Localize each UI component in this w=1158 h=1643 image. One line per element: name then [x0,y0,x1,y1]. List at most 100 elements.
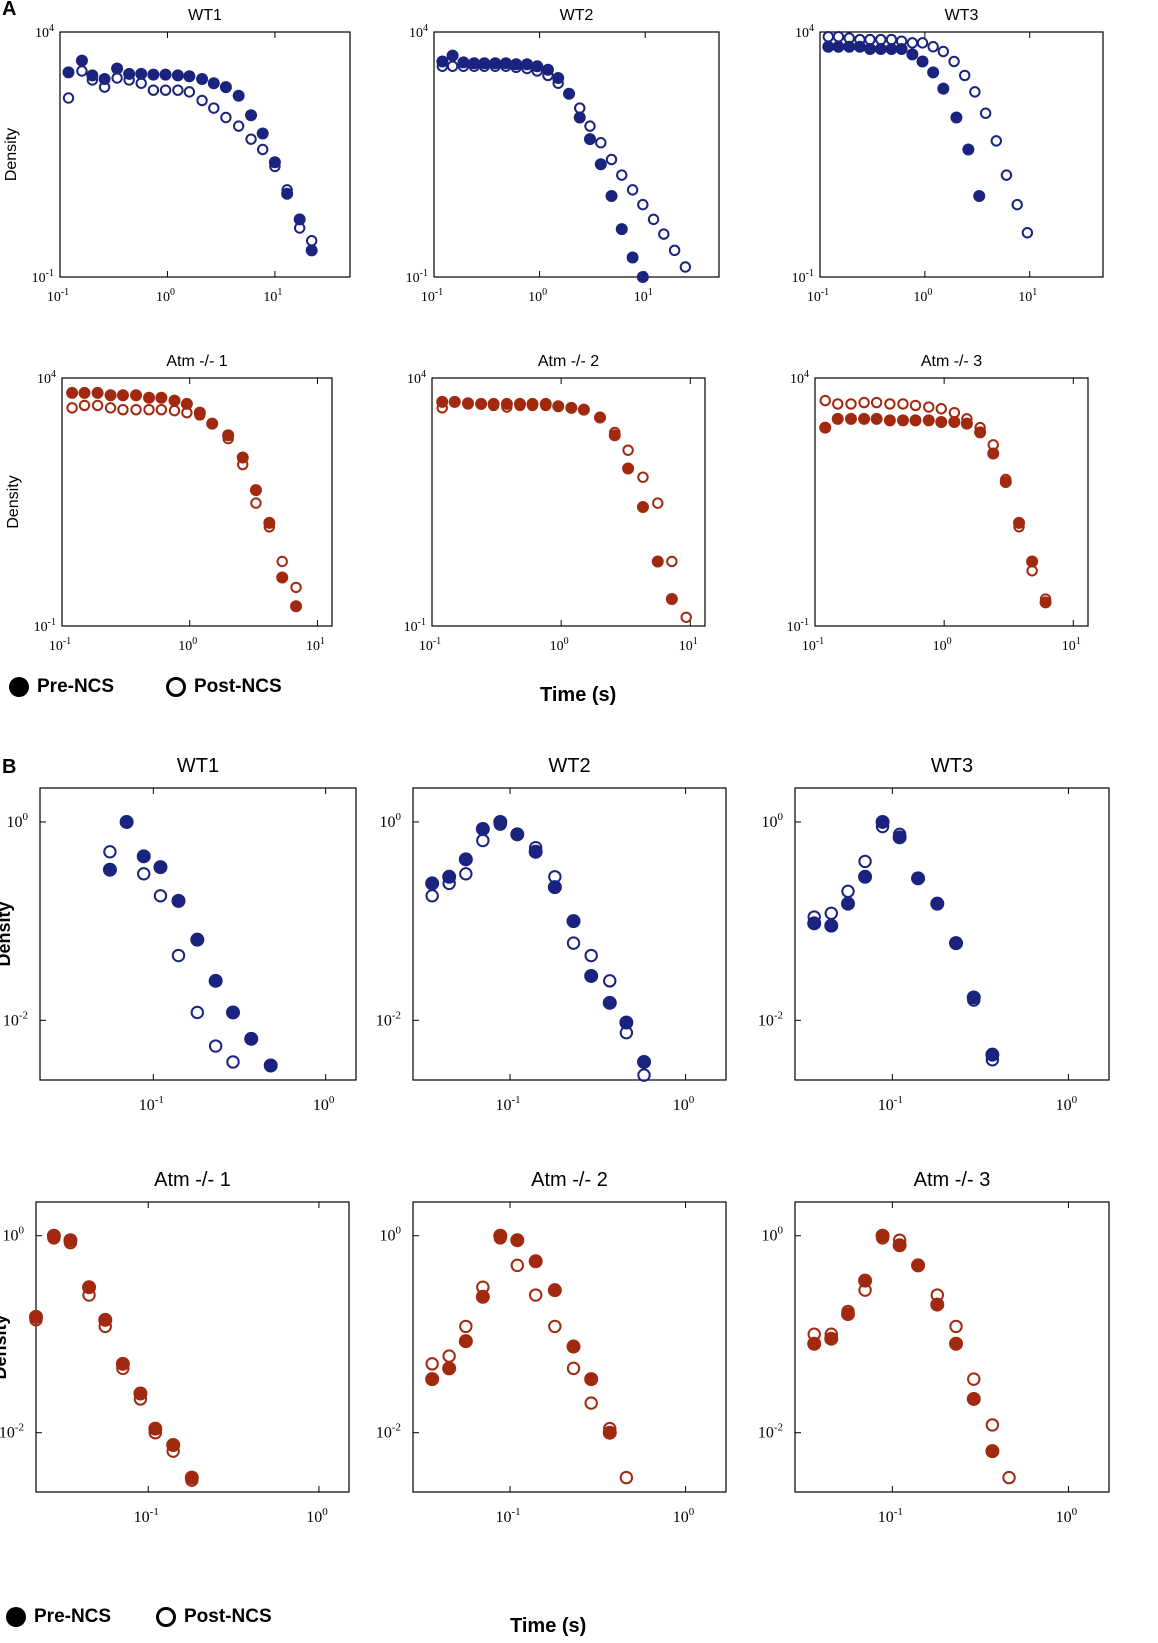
filled-circle-icon [6,1607,26,1627]
chart-b-atm2: Atm -/- 2 10-1 100 10-2 100 [376,1169,727,1526]
pre-ncs-point [222,429,235,442]
pre-ncs-point [78,386,91,399]
y-tick-label: 10-2 [376,1009,401,1029]
pre-ncs-point [619,1015,634,1030]
post-ncs-point [172,84,184,96]
post-ncs-point [86,74,99,86]
post-ncs-point [1021,227,1034,239]
post-ncs-point [475,398,487,410]
post-ncs-point [845,398,857,410]
x-tick-label: 100 [673,1506,695,1526]
post-ncs-point [824,1327,838,1341]
post-ncs-point [930,1288,944,1302]
post-ncs-point [594,411,606,424]
post-ncs-point [548,1319,562,1334]
post-ncs-point [911,871,925,886]
post-ncs-point [979,107,992,119]
post-ncs-point [459,867,473,881]
legend-post-label: Post-NCS [184,1606,272,1627]
chart-b-wt3: WT3 10-1 100 10-2 100 [758,755,1110,1114]
chart-title: Atm -/- 2 [538,353,599,370]
post-ncs-point [1002,1470,1016,1485]
post-ncs-point [208,1039,223,1053]
post-ncs-point [446,60,459,72]
y-axis-label: Density [3,128,20,181]
y-tick-label: 10-1 [404,617,426,635]
x-tick-label: 100 [1056,1094,1078,1114]
x-tick-label: 10-1 [807,287,829,305]
pre-ncs-point [875,814,890,829]
pre-ncs-point [159,68,172,81]
x-tick-label: 10-1 [878,1506,903,1526]
post-ncs-point [226,1055,240,1069]
pre-ncs-point [249,484,262,497]
pre-ncs-point [115,1356,130,1371]
plot-frame [59,31,351,278]
post-ncs-point [870,396,883,409]
post-ncs-point [875,1231,890,1245]
post-ncs-point [63,1235,78,1250]
pre-ncs-point [183,70,196,83]
plot-frame [433,31,720,278]
post-ncs-point [222,432,234,445]
pre-ncs-point [458,852,473,867]
pre-ncs-point [566,914,581,929]
post-ncs-point [183,86,196,98]
x-tick-label: 101 [679,636,698,654]
plot-frame [794,1201,1110,1493]
post-ncs-point [927,41,939,53]
post-ncs-point [276,555,288,568]
pre-ncs-point [104,389,117,402]
pre-ncs-point [276,571,289,584]
pre-ncs-point [458,1334,473,1349]
post-ncs-point [595,137,607,149]
post-ncs-point [807,1327,821,1341]
pre-ncs-point [973,189,986,202]
post-ncs-point [807,910,821,924]
post-ncs-point [832,31,845,43]
post-ncs-point [841,1304,855,1319]
post-ncs-point [462,398,474,410]
chart-title: WT2 [548,755,590,777]
post-ncs-point [892,1233,907,1247]
pre-ncs-point [226,1005,241,1020]
chart-a-atm3: Atm -/- 3 10-1 100 101 10-1 104 [787,353,1089,654]
post-ncs-point [948,55,960,68]
pre-ncs-point [608,429,621,442]
pre-ncs-point [219,81,232,94]
post-ncs-point [185,1473,199,1487]
pre-ncs-point [651,555,664,568]
post-ncs-point [668,244,681,257]
pre-ncs-point [985,1444,1000,1459]
y-tick-label: 104 [35,23,54,41]
pre-ncs-point [615,223,628,236]
x-tick-label: 100 [913,287,932,305]
post-ncs-point [990,135,1002,147]
post-ncs-point [637,471,649,483]
y-axis-label: Density [0,1314,10,1379]
post-ncs-point [637,198,649,211]
pre-ncs-point [208,973,223,988]
pre-ncs-point [822,40,835,53]
pre-ncs-point [510,1233,525,1248]
post-ncs-point [111,72,123,84]
post-ncs-point [442,876,456,891]
post-ncs-point [875,33,887,46]
x-tick-label: 10-1 [419,636,441,654]
post-ncs-point [487,399,500,412]
post-ncs-point [159,84,172,96]
post-ncs-point [864,33,876,46]
post-ncs-point [548,870,562,884]
post-ncs-point [257,143,269,156]
x-tick-label: 100 [550,636,569,654]
post-ncs-point [605,153,618,166]
x-tick-label: 100 [306,1506,328,1526]
y-tick-label: 104 [790,369,809,387]
y-tick-label: 100 [7,811,29,831]
post-ncs-point [91,399,104,412]
chart-b-atm1: Atm -/- 1 Density 10-1 100 10-2 100 [0,1169,350,1526]
post-ncs-point [82,1288,96,1302]
post-ncs-point [103,845,117,859]
post-ncs-point [892,827,907,842]
pre-ncs-point [207,77,220,90]
